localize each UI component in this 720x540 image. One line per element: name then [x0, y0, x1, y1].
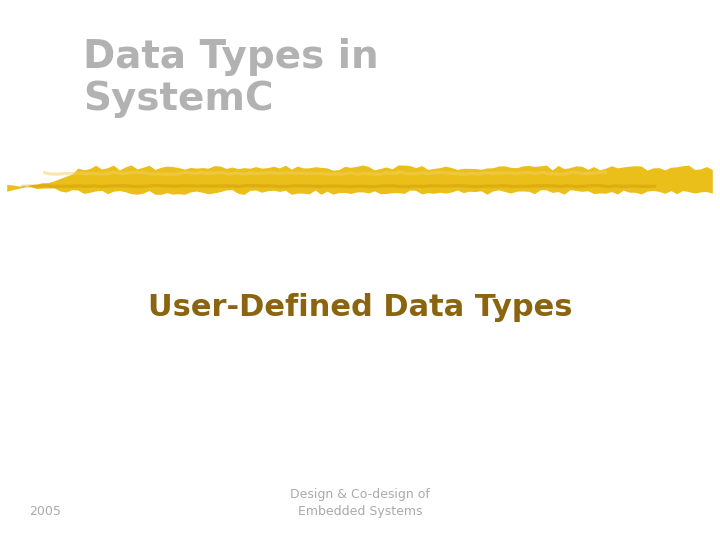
- Text: Data Types in
SystemC: Data Types in SystemC: [83, 38, 379, 118]
- Text: 2005: 2005: [29, 505, 60, 518]
- Text: Design & Co-design of
Embedded Systems: Design & Co-design of Embedded Systems: [290, 488, 430, 518]
- Text: User-Defined Data Types: User-Defined Data Types: [148, 293, 572, 322]
